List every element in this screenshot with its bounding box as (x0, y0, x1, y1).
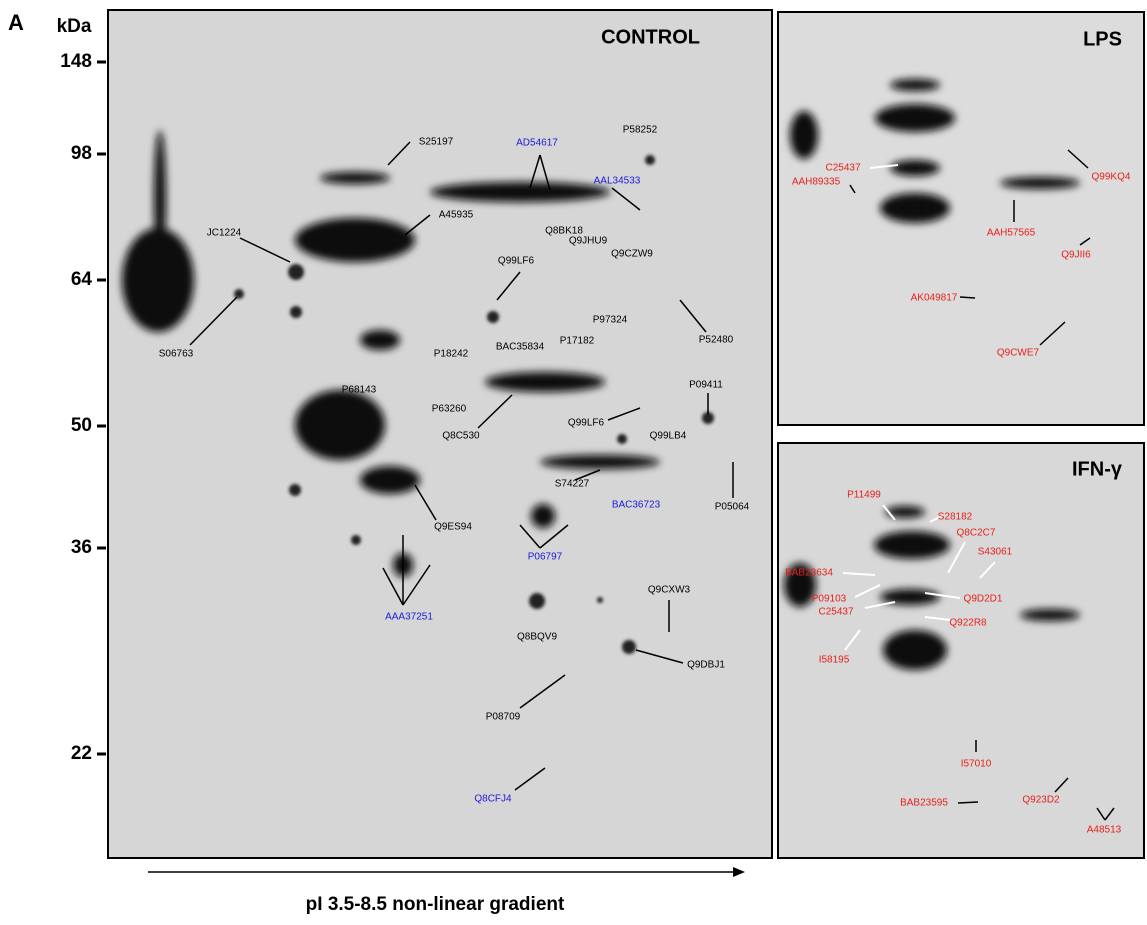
figure: A kDa pI 3.5-8.5 non-linear gradient CON… (0, 0, 1147, 920)
protein-label: S06763 (159, 349, 194, 360)
protein-label: P08709 (486, 712, 521, 723)
protein-label: Q9CXW3 (648, 585, 691, 596)
mw-marker: 22 (71, 743, 92, 764)
protein-label: Q9D2D1 (964, 594, 1003, 605)
protein-label: Q9CZW9 (611, 249, 653, 260)
protein-label: Q99LF6 (568, 418, 605, 429)
protein-label: Q9JHU9 (569, 236, 608, 247)
panel-title: LPS (1083, 28, 1122, 50)
protein-label: Q99KQ4 (1092, 172, 1131, 183)
protein-label: P52480 (699, 335, 734, 346)
protein-label: AAH57565 (987, 228, 1036, 239)
protein-label: P09103 (812, 594, 847, 605)
protein-label: P06797 (528, 552, 563, 563)
protein-label: A45935 (439, 210, 474, 221)
protein-label: BAC36723 (612, 500, 661, 511)
y-axis-unit: kDa (57, 16, 92, 37)
protein-label: Q9JII6 (1061, 250, 1091, 261)
mw-marker: 36 (71, 537, 92, 558)
protein-label: BAB23634 (785, 568, 833, 579)
protein-label: AD54617 (516, 138, 558, 149)
protein-label: P58252 (623, 125, 658, 136)
protein-label: Q8C2C7 (957, 528, 996, 539)
protein-label: S43061 (978, 547, 1013, 558)
protein-label: Q99LB4 (650, 431, 687, 442)
protein-label: P09411 (689, 380, 723, 391)
mw-marker: 148 (60, 51, 92, 72)
protein-label: S25197 (419, 137, 454, 148)
protein-label: Q99LF6 (498, 256, 535, 267)
protein-label: BAB23595 (900, 798, 948, 809)
protein-label: BAC35834 (496, 342, 545, 353)
protein-label: P63260 (432, 404, 467, 415)
protein-label: P05064 (715, 502, 750, 513)
mw-marker: 64 (71, 269, 93, 290)
protein-label: AAL34533 (594, 176, 641, 187)
protein-label: Q922R8 (949, 618, 987, 629)
protein-label: AK049817 (911, 293, 958, 304)
protein-label: C25437 (825, 163, 860, 174)
protein-label: P97324 (593, 315, 628, 326)
protein-label: P68143 (342, 385, 377, 396)
x-axis-label: pI 3.5-8.5 non-linear gradient (306, 894, 565, 915)
protein-label: P18242 (434, 349, 469, 360)
protein-label: AAA37251 (385, 612, 433, 623)
protein-label: AAH89335 (792, 177, 841, 188)
protein-label: P11499 (847, 490, 881, 501)
x-axis-arrow-head (733, 867, 745, 877)
ifn-gel (778, 443, 1144, 858)
protein-label: S28182 (938, 512, 973, 523)
protein-label: I57010 (961, 759, 992, 770)
panel-title: CONTROL (601, 26, 700, 48)
protein-label: A48513 (1087, 825, 1122, 836)
mw-marker: 50 (71, 415, 92, 436)
protein-label: Q8BQV9 (517, 632, 557, 643)
protein-label: Q8C530 (442, 431, 480, 442)
protein-label: JC1224 (207, 228, 242, 239)
protein-label: Q9DBJ1 (687, 660, 725, 671)
protein-label: S74227 (555, 479, 590, 490)
panel-letter: A (8, 10, 24, 35)
protein-label: C25437 (818, 607, 853, 618)
protein-label: Q923D2 (1022, 795, 1060, 806)
protein-label: Q9ES94 (434, 522, 472, 533)
protein-label: I58195 (819, 655, 850, 666)
lps-gel (778, 12, 1144, 425)
protein-label: Q8CFJ4 (474, 794, 512, 805)
protein-label: P17182 (560, 336, 595, 347)
panel-title: IFN-γ (1072, 458, 1123, 480)
mw-marker: 98 (71, 143, 92, 164)
protein-label: Q9CWE7 (997, 348, 1040, 359)
